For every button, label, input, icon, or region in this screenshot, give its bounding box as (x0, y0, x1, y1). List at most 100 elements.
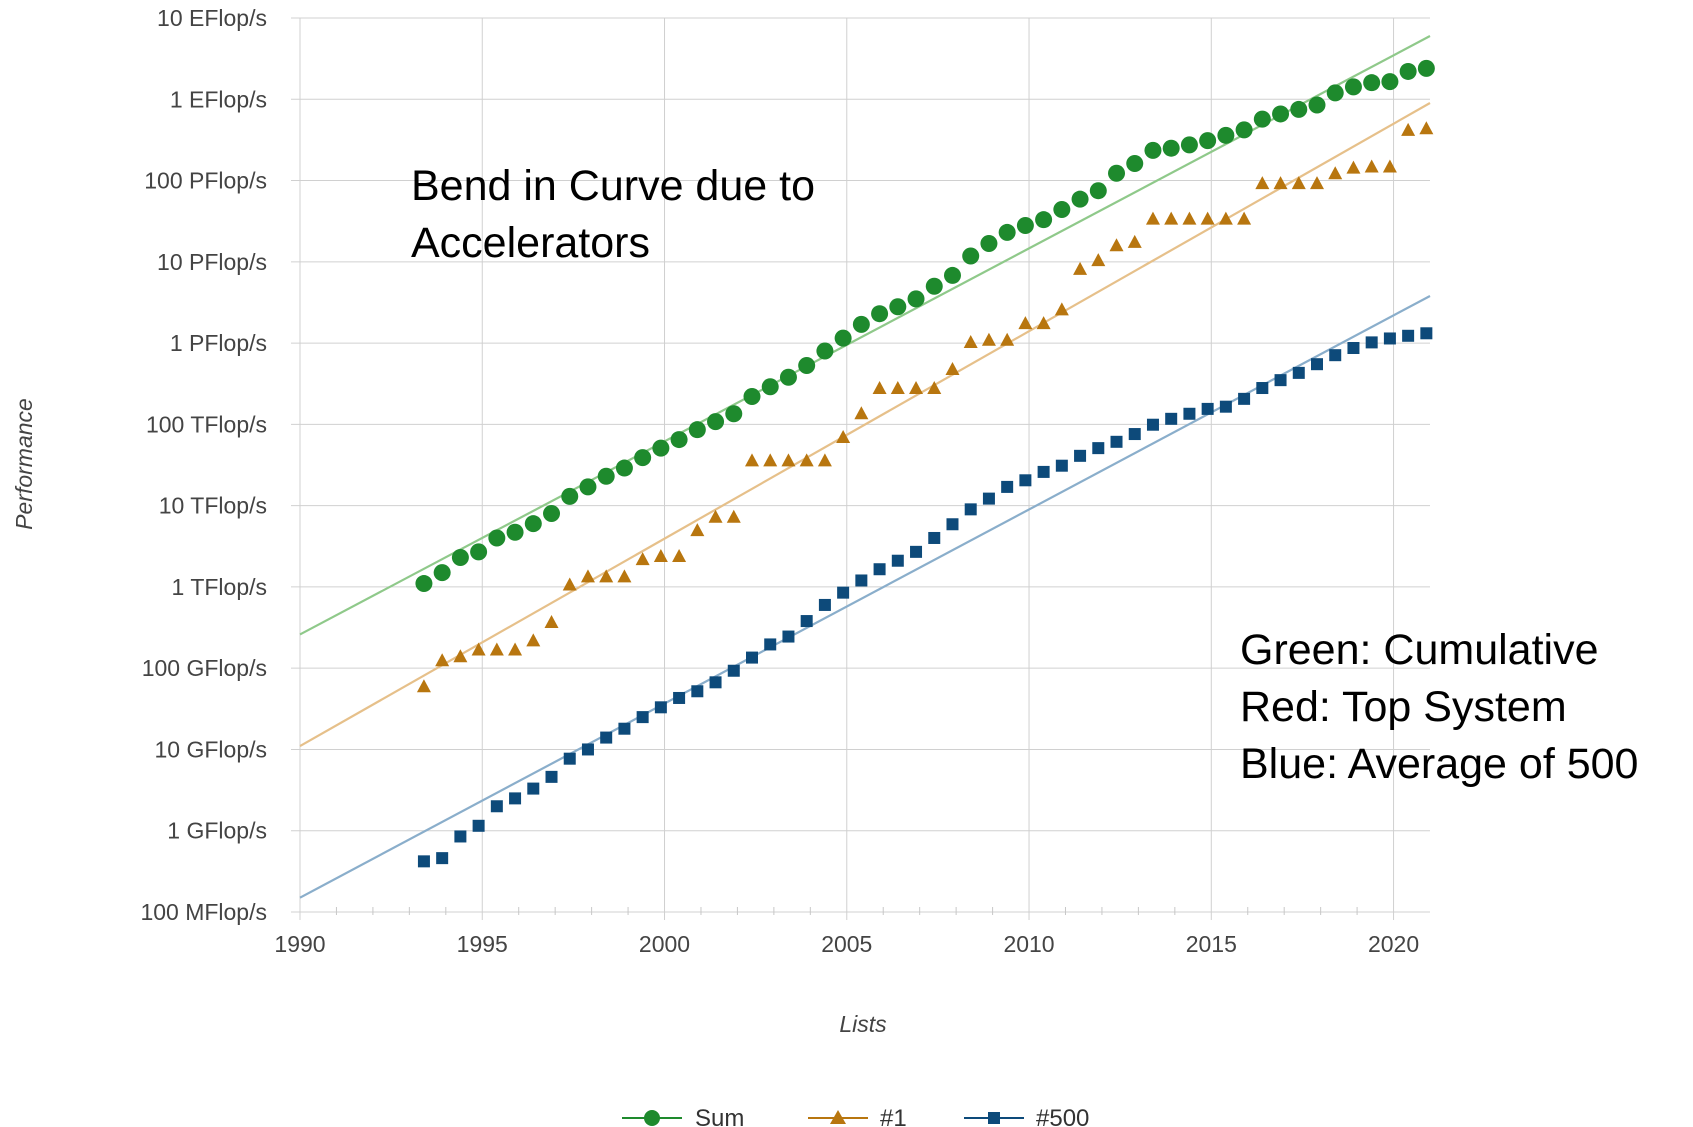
x-tick-label: 1990 (274, 931, 325, 957)
legend-marker-sum (644, 1110, 660, 1126)
data-point (1108, 164, 1126, 182)
data-point (817, 453, 832, 467)
legend-label-sum: Sum (695, 1105, 744, 1127)
data-point (1089, 182, 1107, 200)
data-point (998, 223, 1016, 241)
x-tick-label: 2010 (1003, 931, 1054, 957)
data-point (836, 429, 851, 443)
data-point (509, 792, 522, 805)
x-axis-title: Lists (839, 1011, 887, 1037)
data-point (1162, 139, 1180, 157)
data-point (526, 633, 541, 647)
data-point (834, 329, 852, 347)
data-point (472, 819, 485, 832)
data-point (1329, 349, 1342, 362)
data-point (1274, 374, 1287, 387)
data-point (506, 523, 524, 541)
data-point (872, 381, 887, 395)
data-point (852, 315, 870, 333)
data-point (1365, 336, 1378, 349)
data-point (563, 752, 576, 765)
data-point (1218, 211, 1233, 225)
data-point (1201, 402, 1214, 415)
data-point (779, 368, 797, 386)
data-point (1399, 62, 1417, 80)
data-point (561, 487, 579, 505)
data-point (471, 642, 486, 656)
data-point (451, 549, 469, 567)
data-point (745, 453, 759, 467)
legend-item-top1: #1 (808, 1105, 907, 1127)
data-point (1000, 332, 1015, 346)
data-point (1164, 211, 1179, 225)
data-point (1182, 211, 1197, 225)
annotation-line: Accelerators (411, 219, 650, 267)
data-point (1144, 141, 1162, 159)
data-point (1126, 155, 1144, 173)
data-point (1128, 428, 1141, 441)
data-point (1183, 407, 1196, 420)
data-point (634, 449, 652, 467)
data-point (524, 515, 542, 533)
y-tick-label: 10 TFlop/s (159, 493, 267, 519)
data-point (653, 549, 668, 563)
data-point (871, 305, 889, 323)
data-point (981, 332, 996, 346)
data-point (1110, 435, 1123, 448)
legend-item-sum: Sum (622, 1105, 744, 1127)
data-point (1347, 342, 1360, 355)
data-point (1364, 159, 1379, 173)
y-tick-label: 10 PFlop/s (157, 249, 267, 275)
data-point (1308, 96, 1326, 114)
data-point (1217, 126, 1235, 144)
data-point (1091, 253, 1106, 267)
data-point (1420, 327, 1433, 340)
data-point (764, 638, 777, 651)
data-point (416, 679, 431, 693)
data-point (673, 691, 686, 704)
data-point (1092, 442, 1105, 455)
y-tick-label: 1 PFlop/s (170, 330, 267, 356)
data-point (1018, 316, 1033, 330)
data-point (508, 642, 523, 656)
data-point (1326, 84, 1344, 102)
data-point (1255, 176, 1270, 190)
data-point (600, 731, 613, 744)
data-point (1237, 211, 1252, 225)
data-point (800, 615, 813, 628)
data-point (1035, 211, 1053, 229)
y-tick-label: 100 PFlop/s (144, 168, 267, 194)
data-point (746, 651, 758, 664)
data-point (1109, 238, 1124, 252)
data-point (708, 509, 723, 523)
data-point (652, 439, 670, 457)
data-point (818, 598, 831, 611)
data-point (1311, 358, 1323, 371)
data-point (890, 381, 905, 395)
y-tick-label: 100 MFlop/s (140, 899, 267, 925)
data-point (1074, 449, 1087, 462)
data-point (1256, 382, 1269, 395)
x-tick-label: 2000 (639, 931, 690, 957)
data-point (1016, 216, 1034, 234)
x-tick-label: 2005 (821, 931, 872, 957)
data-markers (415, 59, 1435, 868)
data-point (799, 453, 814, 467)
data-point (1073, 261, 1088, 275)
data-point (889, 298, 907, 316)
data-point (599, 569, 614, 583)
data-point (545, 770, 558, 783)
data-point (670, 431, 688, 449)
data-point (855, 574, 868, 587)
data-point (943, 266, 961, 284)
data-point (1199, 132, 1217, 150)
legend-item-top500: #500 (964, 1105, 1089, 1127)
data-point (617, 569, 632, 583)
y-tick-label: 100 GFlop/s (142, 655, 267, 681)
data-point (1036, 316, 1051, 330)
data-point (435, 653, 450, 667)
annotation-line: Blue: Average of 500 (1240, 740, 1638, 788)
legend: Sum #1 #500 (622, 1105, 1089, 1127)
x-tick-label: 2015 (1186, 931, 1237, 957)
data-point (782, 630, 795, 643)
